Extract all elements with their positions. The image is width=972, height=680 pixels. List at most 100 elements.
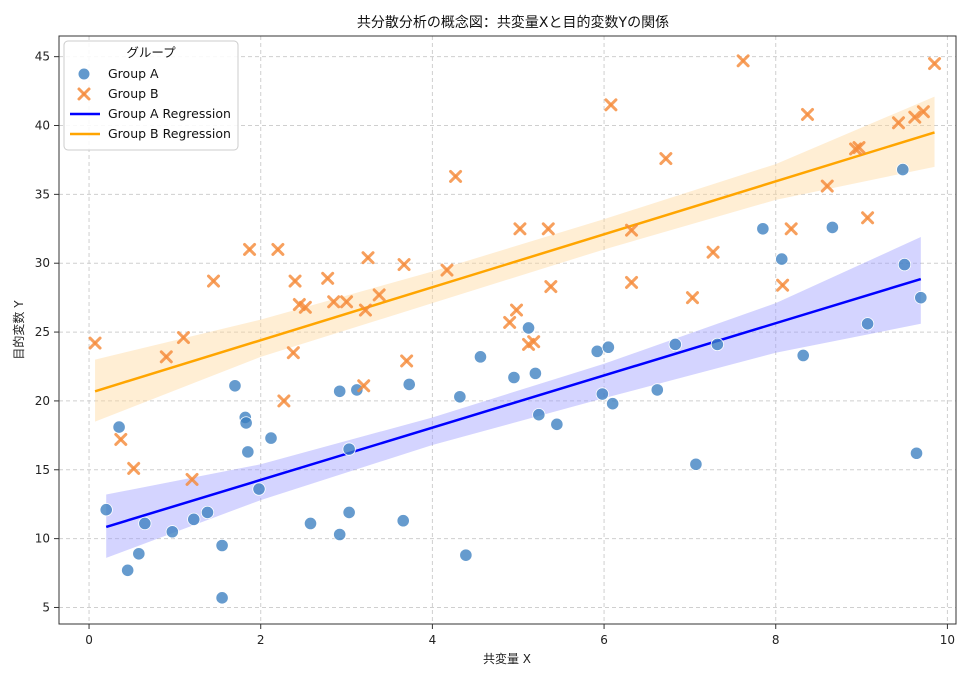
group-b-point-stroke xyxy=(801,107,815,121)
group-b-point-stroke xyxy=(185,472,199,486)
group-b-point-stroke xyxy=(321,271,335,285)
group-b-point xyxy=(286,346,300,360)
group-a-point xyxy=(112,420,126,434)
group-b-point xyxy=(277,394,291,408)
y-tick-label: 25 xyxy=(35,325,50,339)
group-b-point xyxy=(159,350,173,364)
group-b-point-stroke xyxy=(327,295,341,309)
group-a-point xyxy=(775,252,789,266)
chart-title: 共分散分析の概念図：共変量Xと目的変数Yの関係 xyxy=(357,14,669,31)
group-a-point xyxy=(342,442,356,456)
group-b-point-stroke xyxy=(736,54,750,68)
group-b-point xyxy=(358,303,372,317)
group-b-point-stroke xyxy=(820,179,834,193)
group-a-point xyxy=(264,431,278,445)
group-b-point xyxy=(820,179,834,193)
y-tick-label: 40 xyxy=(35,119,50,133)
group-b-point-stroke xyxy=(928,57,942,71)
group-a-point xyxy=(595,387,609,401)
group-b-point xyxy=(327,295,341,309)
group-b-point xyxy=(340,295,354,309)
group-a-confidence-band xyxy=(106,237,921,558)
group-a-point xyxy=(914,291,928,305)
x-tick-label: 0 xyxy=(85,633,93,647)
group-a-point xyxy=(521,321,536,335)
group-b-point xyxy=(288,274,302,288)
group-a-point xyxy=(342,505,356,520)
group-a-point xyxy=(909,446,924,460)
group-b-point xyxy=(659,152,673,166)
group-b-point-stroke xyxy=(357,379,371,393)
group-b-point-stroke xyxy=(372,288,386,302)
group-b-regression-line xyxy=(94,131,935,393)
group-a-point xyxy=(601,340,615,354)
group-b-point xyxy=(706,245,720,259)
confidence-bands xyxy=(95,96,935,558)
group-b-point xyxy=(449,169,463,183)
group-a-point xyxy=(860,317,875,331)
data-points xyxy=(88,54,942,605)
group-b-point-stroke xyxy=(527,335,541,349)
group-a-point xyxy=(532,408,546,422)
group-a-point xyxy=(239,416,253,430)
group-b-point xyxy=(510,303,524,317)
group-b-point xyxy=(176,331,190,345)
group-b-point-stroke xyxy=(916,105,930,119)
group-b-point-stroke xyxy=(513,222,527,236)
legend: グループ Group A Group B Group A Regression … xyxy=(63,40,239,151)
group-b-point-stroke xyxy=(358,303,372,317)
group-a-point xyxy=(132,547,146,561)
group-a-point xyxy=(241,445,255,459)
group-a-point xyxy=(200,505,215,520)
group-b-point xyxy=(243,242,257,256)
group-a-point xyxy=(756,222,770,236)
group-a-point xyxy=(228,379,242,393)
group-b-point xyxy=(625,275,639,289)
group-a-point xyxy=(99,503,113,517)
group-b-point-stroke xyxy=(298,300,312,314)
x-axis-label: 共変量 X xyxy=(483,651,531,666)
group-b-point-stroke xyxy=(292,298,306,312)
group-a-regression-line xyxy=(105,277,922,529)
legend-label-group-a-regression: Group A Regression xyxy=(108,106,231,121)
y-tick-label: 20 xyxy=(35,394,50,408)
group-b-point xyxy=(88,336,102,350)
group-a-point xyxy=(187,512,201,526)
group-b-point xyxy=(801,107,815,121)
group-b-point-stroke xyxy=(277,394,291,408)
group-b-point xyxy=(916,105,930,119)
group-a-point xyxy=(550,417,564,431)
group-b-point-stroke xyxy=(271,242,285,256)
group-b-point-stroke xyxy=(503,315,517,329)
x-axis-ticks: 0 2 4 6 8 10 xyxy=(85,624,955,647)
group-a-point xyxy=(668,337,682,352)
y-tick-label: 35 xyxy=(35,187,50,201)
y-tick-label: 15 xyxy=(35,463,50,477)
group-b-point-stroke xyxy=(88,336,102,350)
group-b-point-stroke xyxy=(852,141,866,155)
group-a-point xyxy=(689,457,703,471)
group-b-point-stroke xyxy=(625,275,639,289)
group-b-point-stroke xyxy=(659,152,673,166)
plot-frame xyxy=(58,35,957,625)
group-b-point-stroke xyxy=(176,331,190,345)
legend-box xyxy=(63,40,239,151)
group-b-point xyxy=(503,315,517,329)
group-b-confidence-band xyxy=(95,96,935,422)
group-a-point xyxy=(402,377,416,391)
group-b-point xyxy=(440,263,454,277)
group-b-point xyxy=(372,288,386,302)
group-b-point xyxy=(400,354,414,368)
group-b-point xyxy=(298,300,312,314)
group-b-point xyxy=(361,251,375,265)
group-a-point xyxy=(606,397,620,411)
group-a-point xyxy=(165,525,179,539)
group-b-point-stroke xyxy=(891,116,905,130)
legend-title: グループ xyxy=(126,45,176,60)
group-a-point xyxy=(897,257,912,272)
group-b-point-stroke xyxy=(541,222,555,236)
group-a-point xyxy=(825,220,839,235)
x-tick-label: 2 xyxy=(257,633,265,647)
group-b-point-stroke xyxy=(604,98,618,112)
group-b-point-stroke xyxy=(706,245,720,259)
